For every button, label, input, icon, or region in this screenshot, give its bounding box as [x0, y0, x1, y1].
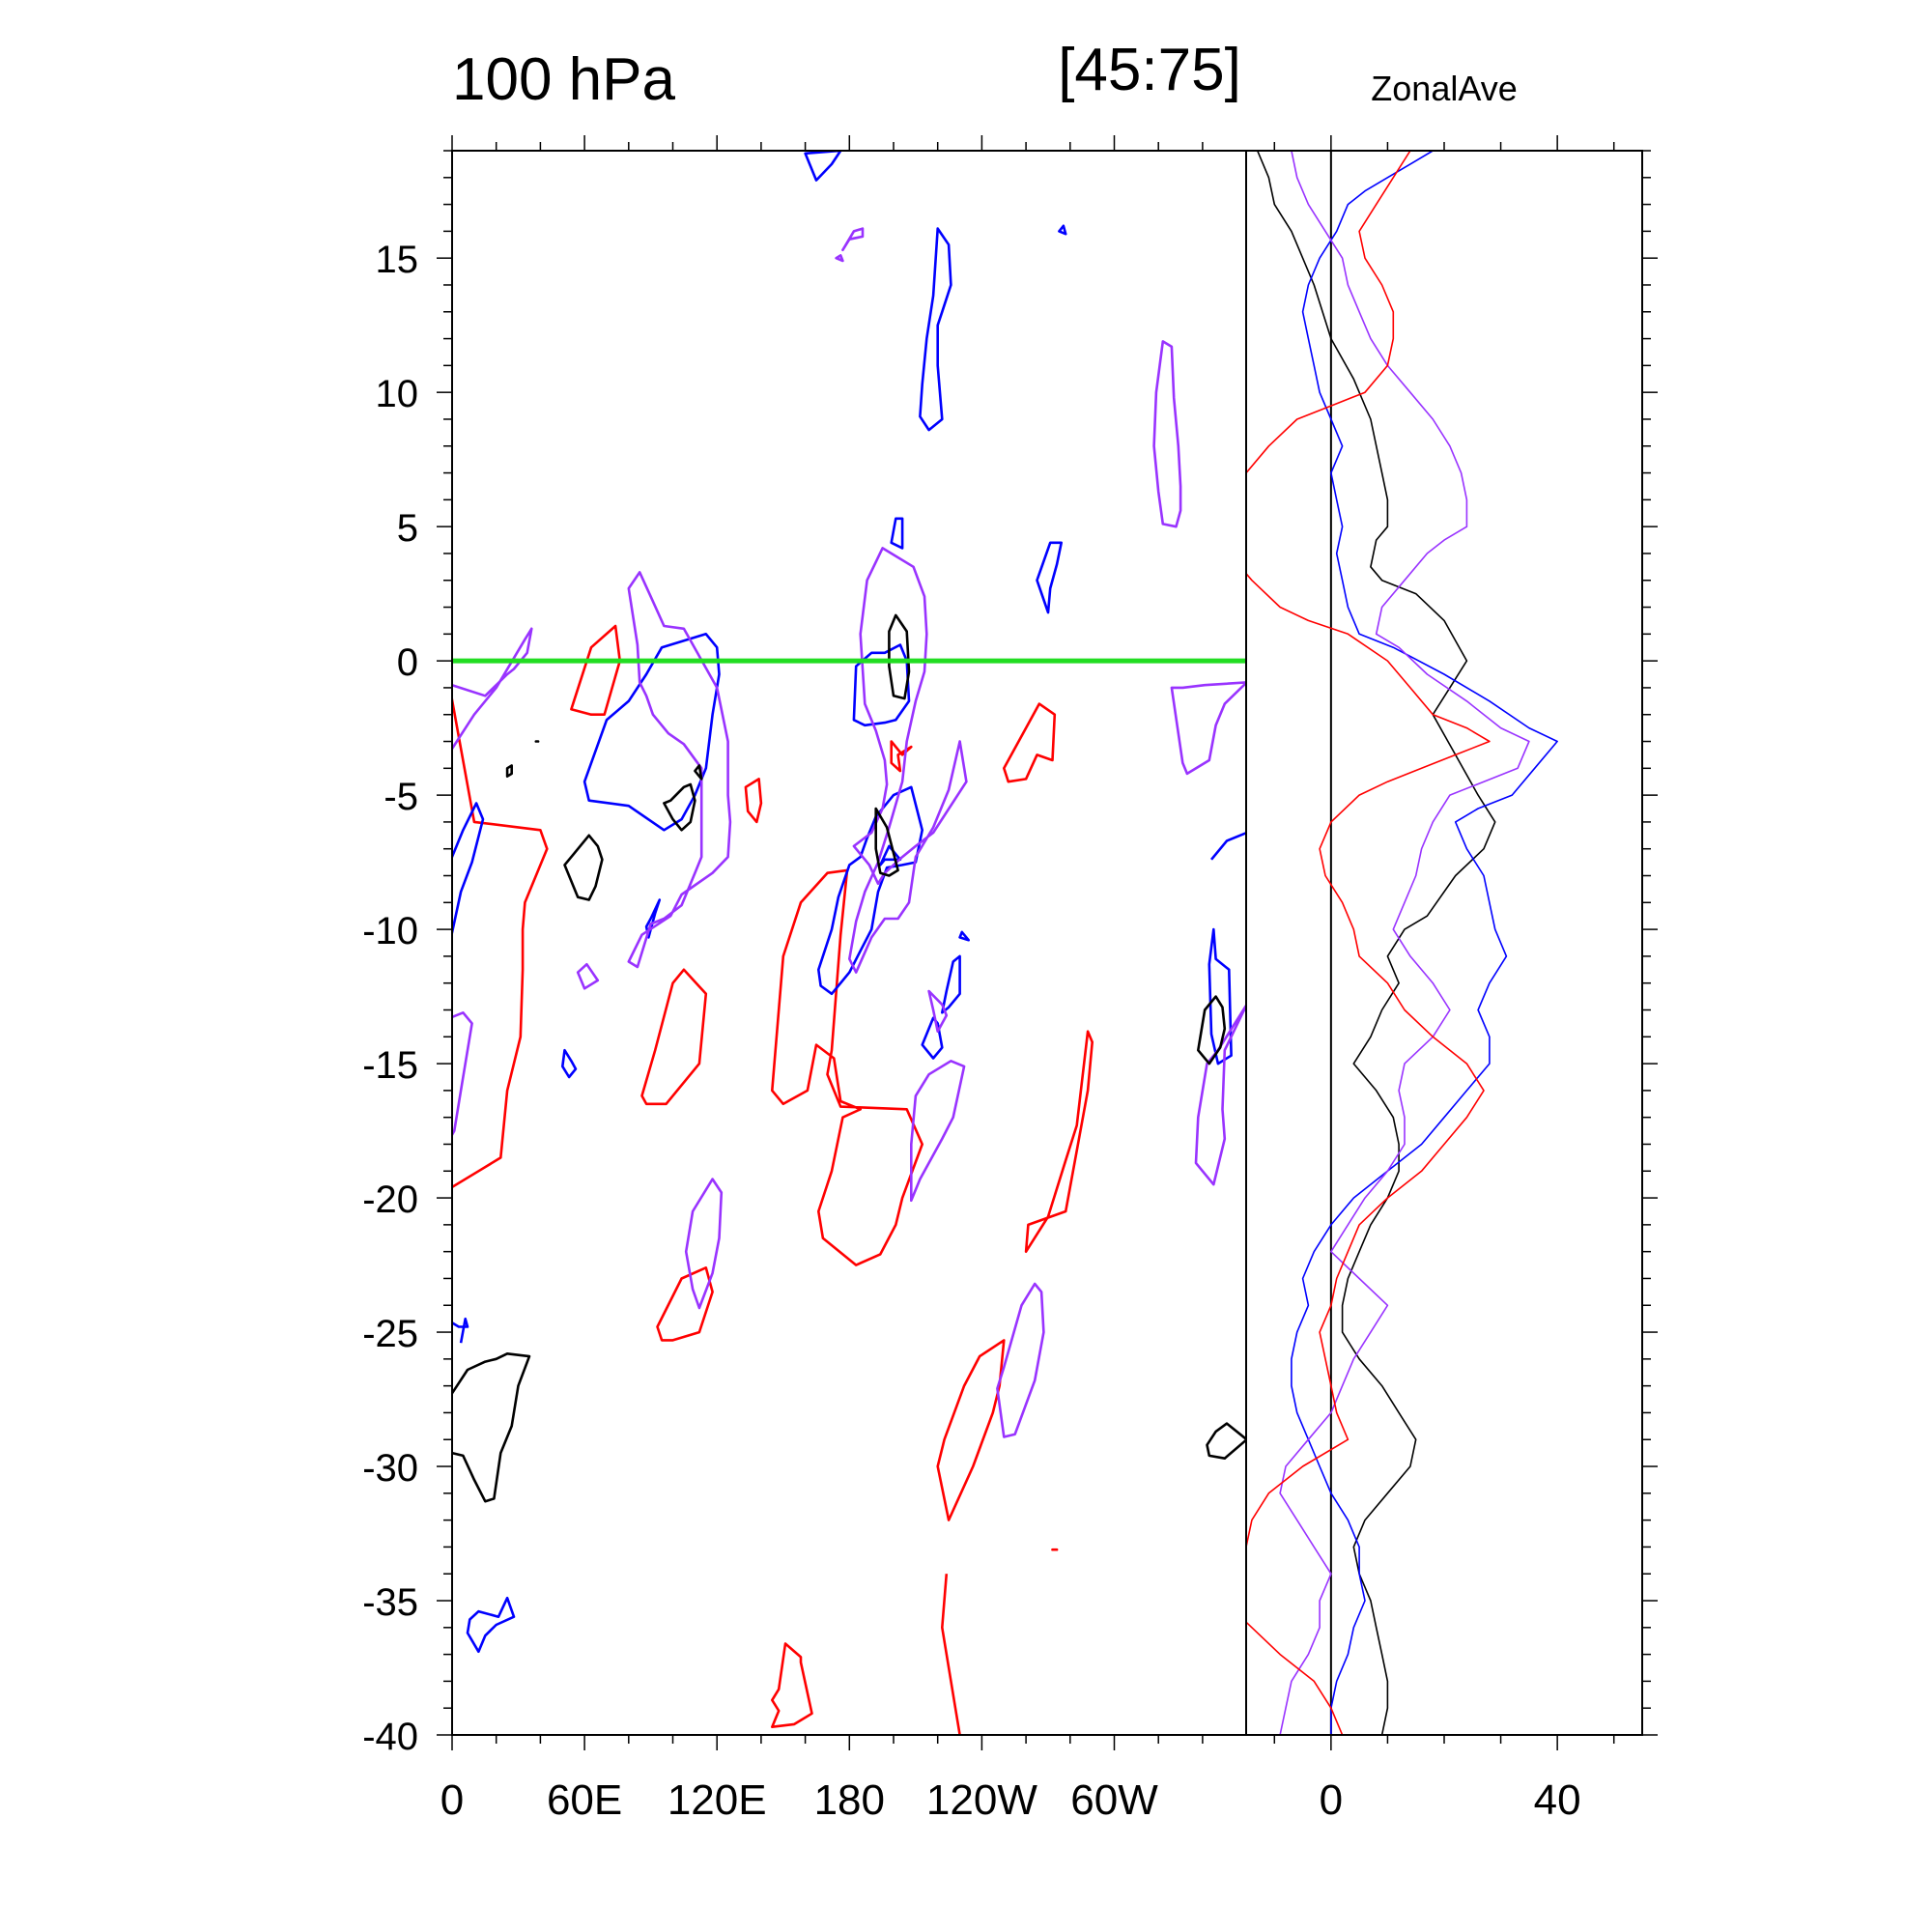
- contour-line: [890, 517, 904, 550]
- x-tick-label: 180: [814, 1776, 885, 1824]
- contour-lines: [452, 151, 1246, 1735]
- title-left: 100 hPa: [452, 46, 676, 113]
- y-tick-label: 15: [376, 239, 419, 281]
- x-tick-label: 120W: [926, 1776, 1037, 1824]
- main-contour-panel: 0 60E 120E 180 120W 60W 15 10 5 0 -5 -10 -15 -20 -25 -…: [362, 135, 1247, 1824]
- contour-line: [684, 1178, 724, 1310]
- contour-line: [1024, 1030, 1094, 1253]
- contour-line: [770, 868, 924, 1266]
- zonal-x-tick-labels: 0 40: [1320, 1776, 1581, 1824]
- zonal-average-line: [1256, 151, 1496, 1735]
- contour-line: [1036, 541, 1063, 614]
- contour-line: [940, 954, 961, 1014]
- contour-line: [1058, 224, 1067, 236]
- contour-line: [1206, 1422, 1246, 1460]
- contour-line: [656, 1266, 714, 1342]
- y-tick-label: -30: [362, 1447, 418, 1490]
- y-tick-label: -20: [362, 1179, 418, 1221]
- zonal-plot-frame: [1245, 150, 1643, 1736]
- main-y-tick-labels: 15 10 5 0 -5 -10 -15 -20 -25 -30 -35 -40: [362, 239, 418, 1758]
- y-tick-label: 10: [376, 373, 419, 415]
- zonal-x-tick-label: 40: [1534, 1776, 1581, 1824]
- y-tick-label: -15: [362, 1044, 418, 1087]
- contour-line: [563, 834, 604, 901]
- contour-line: [505, 764, 514, 779]
- y-tick-label: -5: [384, 776, 418, 818]
- contour-line: [582, 632, 721, 832]
- contour-line: [996, 1282, 1045, 1438]
- contour-line: [958, 930, 971, 942]
- zonal-title: ZonalAve: [1371, 69, 1517, 108]
- contour-line: [770, 1642, 813, 1728]
- contour-line: [1170, 681, 1246, 776]
- contour-line: [452, 1317, 469, 1344]
- x-tick-label: 60W: [1070, 1776, 1158, 1824]
- x-tick-label: 0: [440, 1776, 464, 1824]
- contour-line: [1152, 340, 1182, 528]
- contour-line: [816, 785, 924, 996]
- contour-line: [694, 764, 703, 781]
- contour-line: [466, 1596, 516, 1654]
- contour-line: [835, 254, 844, 263]
- zonal-average-lines: [1246, 151, 1558, 1735]
- contour-line: [452, 802, 485, 939]
- contour-line: [927, 989, 949, 1033]
- y-tick-label: -40: [362, 1716, 418, 1758]
- y-tick-label: -10: [362, 910, 418, 952]
- contour-line: [663, 782, 696, 832]
- x-tick-label: 60E: [547, 1776, 622, 1824]
- main-x-tick-labels: 0 60E 120E 180 120W 60W: [440, 1776, 1158, 1824]
- y-tick-label: 0: [397, 641, 418, 684]
- contour-line: [1003, 702, 1057, 783]
- title-center: [45:75]: [1058, 37, 1241, 103]
- contour-line: [921, 1016, 944, 1060]
- zonal-average-line: [1279, 151, 1530, 1735]
- zonal-x-tick-label: 0: [1320, 1776, 1343, 1824]
- contour-line: [804, 151, 842, 182]
- contour-line: [888, 613, 911, 700]
- zonal-axis-ticks: [1273, 135, 1658, 1750]
- contour-line: [627, 571, 732, 969]
- contour-line: [847, 547, 968, 974]
- main-axis-ticks: [437, 135, 1204, 1750]
- y-tick-label: -35: [362, 1581, 418, 1624]
- contour-line: [452, 627, 533, 752]
- contour-line: [841, 227, 865, 252]
- contour-line: [452, 1011, 473, 1138]
- contour-line: [1194, 1003, 1246, 1186]
- contour-line: [452, 1352, 531, 1503]
- contour-line: [570, 624, 622, 717]
- contour-line: [940, 1574, 961, 1735]
- zonal-average-line: [1246, 151, 1491, 1735]
- y-tick-label: 5: [397, 507, 418, 550]
- contour-line: [452, 693, 549, 1189]
- contour-line: [909, 1060, 966, 1203]
- contour-line: [852, 643, 911, 727]
- contour-line: [576, 962, 600, 990]
- contour-line: [1197, 995, 1227, 1065]
- contour-line: [744, 778, 763, 824]
- contour-line: [1209, 831, 1246, 861]
- y-tick-label: -25: [362, 1313, 418, 1355]
- main-plot-frame: [451, 150, 1247, 1736]
- zonal-average-line: [1291, 151, 1558, 1735]
- contour-line: [560, 1048, 578, 1079]
- contour-line: [890, 740, 913, 773]
- contour-line: [919, 227, 952, 432]
- x-tick-label: 120E: [668, 1776, 767, 1824]
- contour-line: [936, 1339, 1006, 1521]
- zonal-average-panel: 0 40: [1245, 135, 1658, 1824]
- contour-line: [874, 807, 899, 877]
- contour-line: [640, 968, 708, 1106]
